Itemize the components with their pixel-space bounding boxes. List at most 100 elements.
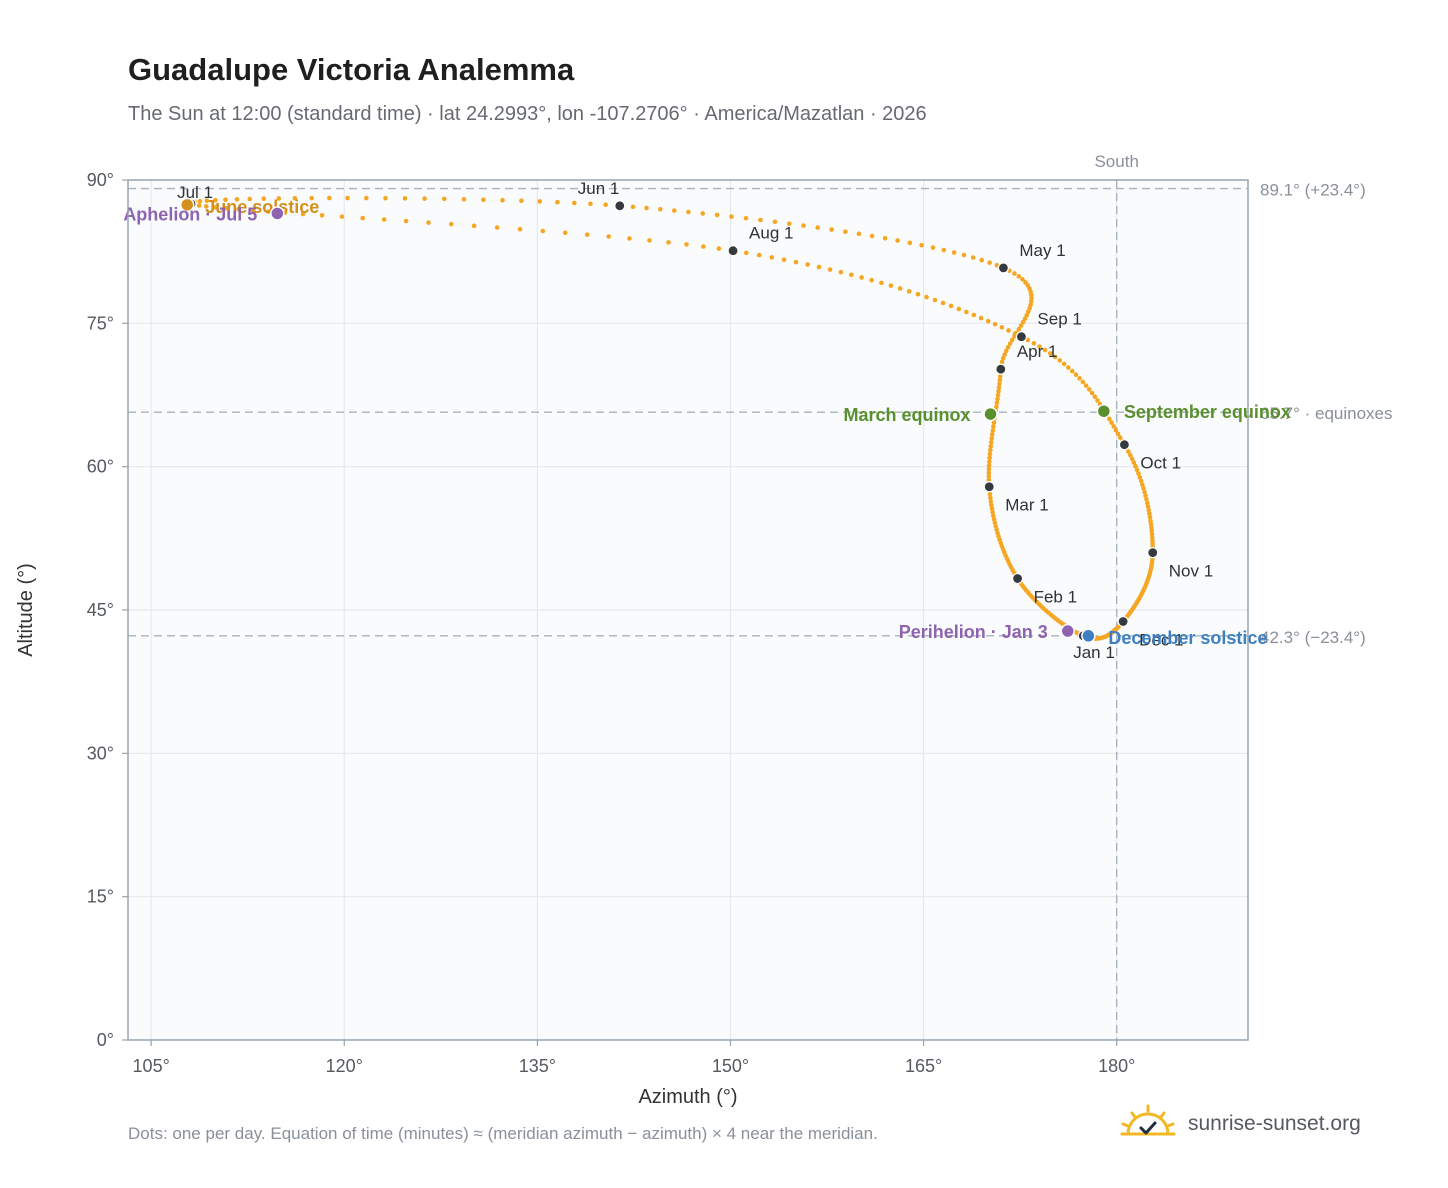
reference-line-label: 89.1° (+23.4°) <box>1260 181 1366 200</box>
daily-sun-dot <box>403 218 409 224</box>
daily-sun-dot <box>1000 355 1006 361</box>
daily-sun-dot <box>1016 326 1022 332</box>
daily-sun-dot <box>1003 348 1009 354</box>
daily-sun-dot <box>888 283 894 288</box>
daily-sun-dot <box>197 198 203 204</box>
daily-sun-dot <box>1018 323 1024 328</box>
brand-logo[interactable]: sunrise-sunset.org <box>1120 1104 1361 1144</box>
daily-sun-dot <box>265 209 271 214</box>
daily-sun-dot <box>1089 390 1095 396</box>
daily-sun-dot <box>743 215 749 221</box>
daily-sun-dot <box>1052 354 1058 360</box>
apsis-label: Perihelion · Jan 3 <box>899 622 1048 642</box>
daily-sun-dot <box>1073 372 1079 377</box>
daily-sun-dot <box>1028 299 1034 304</box>
daily-sun-dot <box>1141 485 1146 491</box>
daily-sun-dot <box>987 459 992 464</box>
chart-marks: Jan 1 Feb 1 Mar 1 Apr 1 May 1 Jun 1 Jul 1 Aug 1… <box>123 179 1291 662</box>
daily-sun-dot <box>223 205 229 211</box>
daily-sun-dot <box>801 223 806 228</box>
daily-sun-dot <box>986 463 992 468</box>
daily-sun-dot <box>1042 347 1048 353</box>
daily-sun-dot <box>1107 416 1112 422</box>
daily-sun-dot <box>1012 271 1017 276</box>
daily-sun-dot <box>448 221 454 227</box>
daily-sun-dot <box>1148 521 1154 527</box>
daily-sun-dot <box>319 213 325 218</box>
month-marker <box>1015 331 1028 343</box>
y-axis-title: Altitude (°) <box>15 563 37 657</box>
daily-sun-dot <box>671 208 677 213</box>
daily-sun-dot <box>1136 471 1141 476</box>
daily-sun-dot <box>856 231 862 237</box>
equinox-label: September equinox <box>1124 402 1291 422</box>
daily-sun-dot <box>1133 463 1138 469</box>
daily-sun-dot <box>426 220 431 225</box>
daily-sun-dot <box>1022 316 1028 321</box>
daily-sun-dot <box>988 443 994 449</box>
daily-sun-dot <box>988 499 994 504</box>
daily-sun-dot <box>994 404 999 410</box>
daily-sun-dot <box>213 204 218 210</box>
daily-sun-dot <box>684 242 689 247</box>
daily-sun-dot <box>234 197 240 202</box>
daily-sun-dot <box>1061 361 1067 367</box>
x-tick-label: 180° <box>1098 1056 1135 1076</box>
daily-sun-dot <box>897 286 903 291</box>
daily-sun-dot <box>1005 344 1011 350</box>
daily-sun-dot <box>772 219 778 225</box>
daily-sun-dot <box>758 217 763 223</box>
daily-sun-dot <box>1147 514 1153 520</box>
daily-sun-dot <box>1092 394 1098 400</box>
daily-sun-dot <box>986 470 992 476</box>
daily-sun-dot <box>805 262 810 267</box>
daily-sun-dot <box>986 474 992 479</box>
y-tick-label: 45° <box>87 600 114 620</box>
daily-sun-dot <box>978 315 984 321</box>
daily-sun-dot <box>991 420 997 425</box>
month-marker <box>1117 615 1129 628</box>
daily-sun-dot <box>1144 497 1149 502</box>
month-label: Sep 1 <box>1037 310 1081 329</box>
y-tick-label: 15° <box>87 887 114 907</box>
month-marker <box>727 245 739 257</box>
daily-sun-dot <box>996 385 1002 390</box>
daily-sun-dot <box>236 206 242 212</box>
daily-sun-dot <box>584 232 590 237</box>
daily-sun-dot <box>990 428 996 433</box>
daily-sun-dot <box>714 212 720 218</box>
month-marker <box>1147 547 1159 559</box>
daily-sun-dot <box>989 506 995 512</box>
daily-sun-dot <box>990 509 995 515</box>
daily-sun-dot <box>989 502 994 508</box>
daily-sun-dot <box>345 195 350 201</box>
daily-sun-dot <box>1002 352 1007 357</box>
daily-sun-dot <box>1128 453 1133 458</box>
daily-sun-dot <box>843 229 848 234</box>
daily-sun-dot <box>924 294 929 300</box>
daily-sun-dot <box>402 196 408 201</box>
daily-sun-dot <box>606 234 611 239</box>
daily-sun-dot <box>989 436 995 441</box>
daily-sun-dot <box>383 195 388 201</box>
reference-lines: South 89.1° (+23.4°) 65.7° · equinoxes 42.3… <box>128 152 1393 1040</box>
month-label: Jun 1 <box>578 179 620 198</box>
daily-sun-dot <box>1057 358 1063 363</box>
daily-sun-dot <box>627 236 632 241</box>
daily-sun-dot <box>964 309 969 315</box>
daily-sun-dot <box>781 257 787 263</box>
daily-sun-dot <box>700 211 705 216</box>
daily-sun-dot <box>991 424 996 429</box>
daily-sun-dot <box>658 206 663 212</box>
daily-sun-dot <box>941 247 947 253</box>
daily-sun-dot <box>882 235 888 241</box>
month-label: Jul 1 <box>177 183 213 202</box>
daily-sun-dot <box>292 195 298 201</box>
daily-sun-dot <box>276 196 282 201</box>
daily-sun-dot <box>1115 431 1121 437</box>
daily-sun-dot <box>996 389 1001 394</box>
daily-sun-dot <box>1037 344 1042 349</box>
daily-sun-dot <box>1009 337 1015 343</box>
daily-sun-dot <box>769 255 775 260</box>
